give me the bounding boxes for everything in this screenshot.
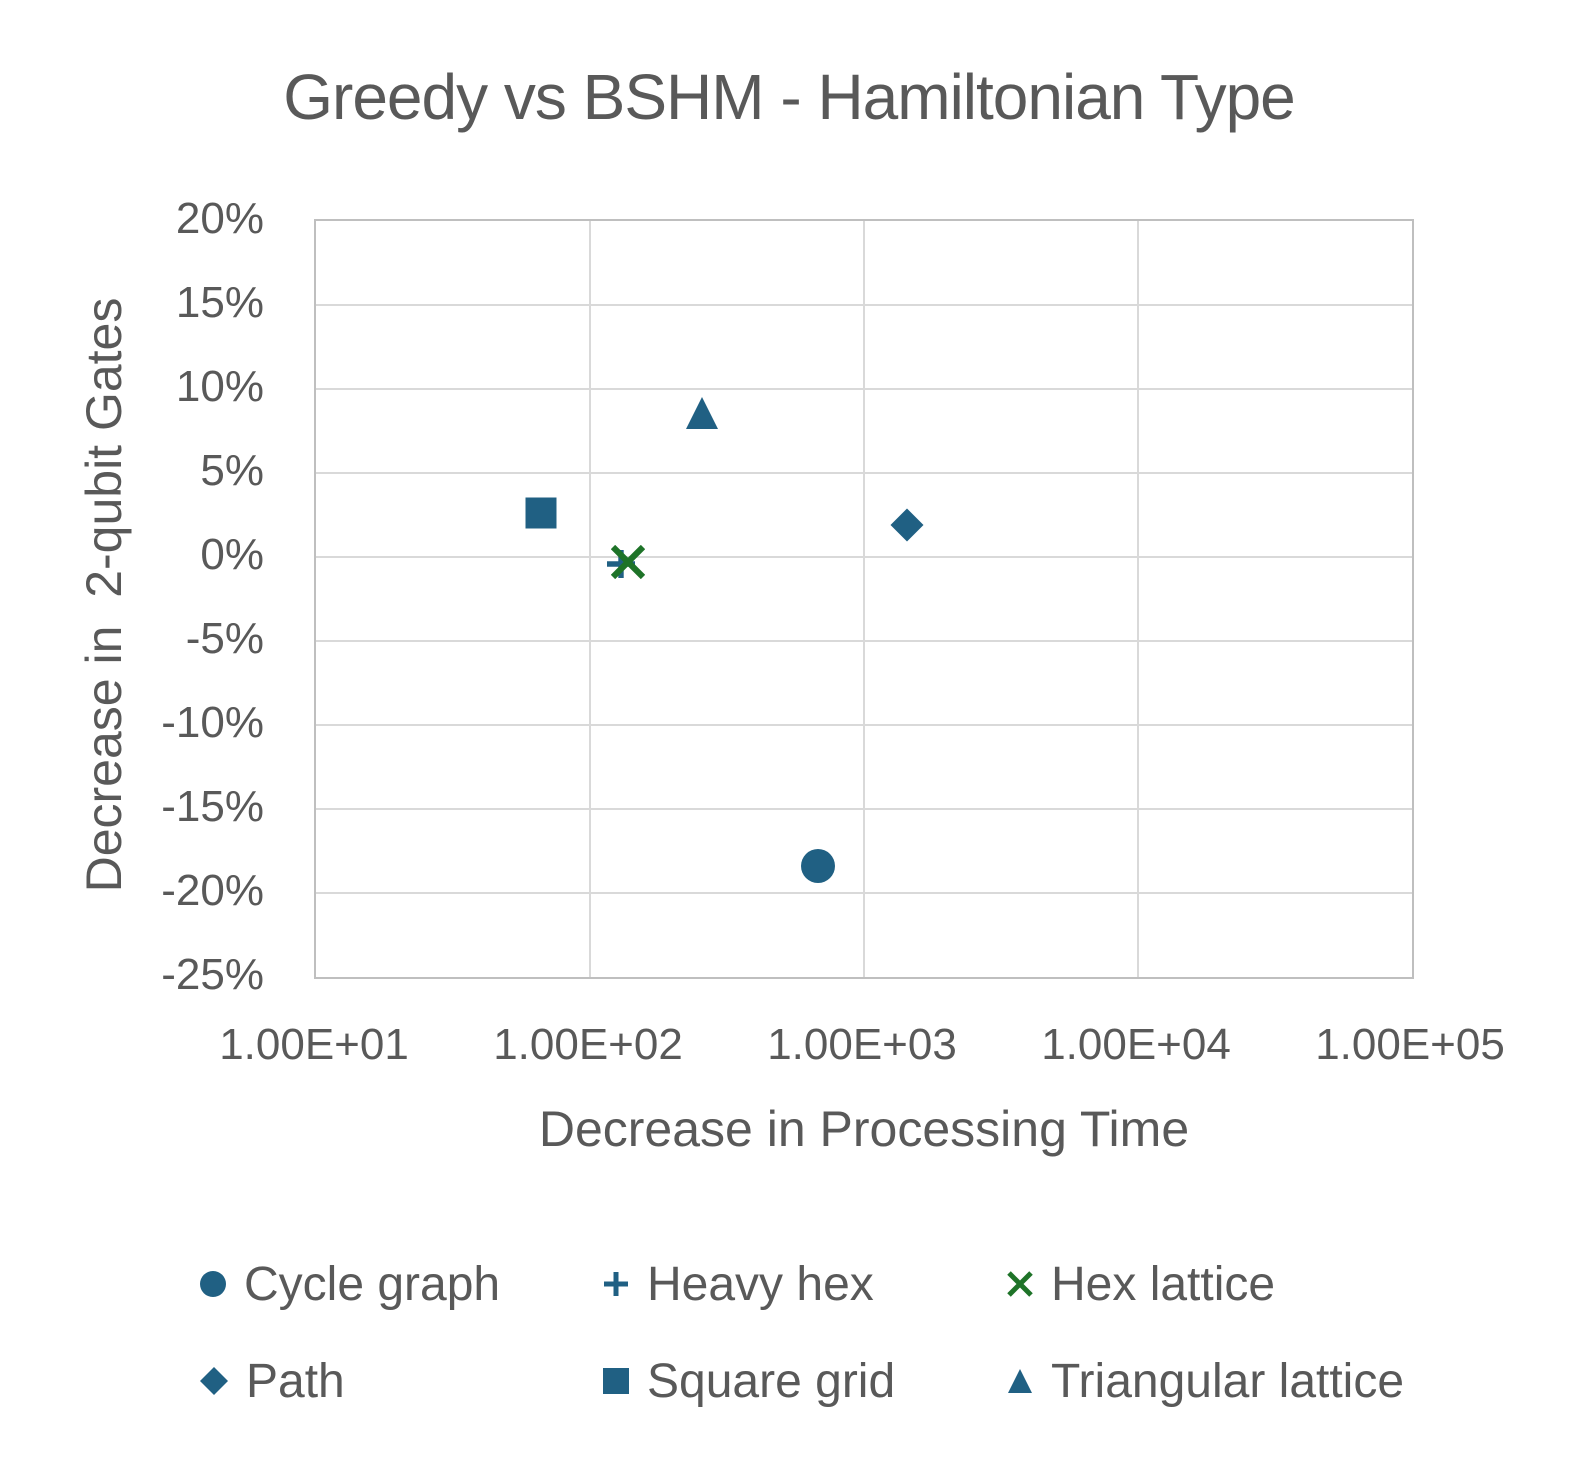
legend-item-square-grid: Square grid xyxy=(603,1346,1007,1416)
circle-marker-icon xyxy=(801,849,836,884)
square-legend-marker-icon xyxy=(603,1368,629,1394)
legend: Cycle graph Heavy hex Hex lattice Path Squar… xyxy=(200,1249,1467,1416)
data-point-triangular-lattice xyxy=(685,396,719,430)
legend-item-triangular-lattice: Triangular lattice xyxy=(1007,1346,1467,1416)
data-point-hex-lattice xyxy=(611,544,646,580)
legend-item-label: Path xyxy=(246,1354,345,1408)
plus-legend-marker-icon xyxy=(603,1271,629,1297)
legend-item-label: Triangular lattice xyxy=(1051,1354,1405,1408)
legend-item-hex-lattice: Hex lattice xyxy=(1007,1249,1467,1319)
x-axis-title: Decrease in Processing Time xyxy=(538,1101,1190,1157)
legend-item-cycle-graph: Cycle graph xyxy=(200,1249,603,1319)
x-axis-tick-label: 1.00E+05 xyxy=(1315,1020,1505,1069)
legend-item-label: Heavy hex xyxy=(647,1257,874,1311)
x-axis-tick-label: 1.00E+03 xyxy=(767,1020,957,1069)
legend-item-label: Square grid xyxy=(647,1354,896,1408)
square-marker-icon xyxy=(525,497,557,529)
legend-item-heavy-hex: Heavy hex xyxy=(603,1249,1007,1319)
gridline-vertical xyxy=(863,221,865,977)
y-axis-tick-label: 20% xyxy=(175,194,264,243)
y-axis-tick-label: 15% xyxy=(175,278,264,327)
data-point-square-grid xyxy=(525,497,557,529)
y-axis-tick-label: -25% xyxy=(161,950,264,999)
triangle-marker-icon xyxy=(686,396,719,429)
x-legend-marker-icon xyxy=(1007,1271,1033,1297)
y-axis-tick-label: 0% xyxy=(200,530,264,579)
diamond-legend-marker-icon xyxy=(200,1367,228,1395)
y-axis-tick-label: 10% xyxy=(175,362,264,411)
y-axis-tick-label: 5% xyxy=(200,446,264,495)
legend-item-label: Hex lattice xyxy=(1051,1257,1276,1311)
y-axis-tick-label: -10% xyxy=(161,698,264,747)
x-marker-icon xyxy=(611,544,646,580)
x-axis-tick-label: 1.00E+04 xyxy=(1041,1020,1231,1069)
y-axis-tick-label: -20% xyxy=(161,866,264,915)
legend-item-path: Path xyxy=(200,1346,603,1416)
diamond-marker-icon xyxy=(890,508,924,542)
y-axis-tick-label: -5% xyxy=(185,614,264,663)
gridline-vertical xyxy=(1137,221,1139,977)
x-axis-tick-label: 1.00E+01 xyxy=(219,1020,409,1069)
y-axis-tick-label: -15% xyxy=(161,782,264,831)
chart-title: Greedy vs BSHM - Hamiltonian Type xyxy=(283,61,1296,133)
circle-legend-marker-icon xyxy=(200,1271,226,1297)
legend-item-label: Cycle graph xyxy=(244,1257,501,1311)
plot-area xyxy=(314,219,1414,979)
triangle-legend-marker-icon xyxy=(1007,1368,1033,1394)
gridline-vertical xyxy=(589,221,591,977)
x-axis-tick-label: 1.00E+02 xyxy=(493,1020,683,1069)
data-point-path xyxy=(890,508,924,542)
data-point-cycle-graph xyxy=(801,849,836,884)
